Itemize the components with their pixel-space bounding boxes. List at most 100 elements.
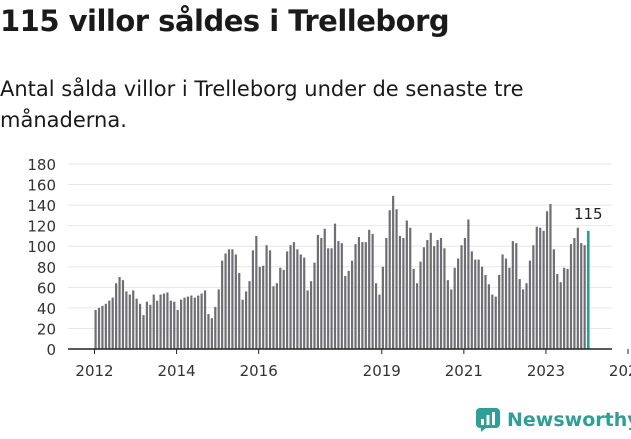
bar xyxy=(142,315,145,349)
bar xyxy=(282,269,285,349)
bar xyxy=(515,243,518,349)
bar xyxy=(566,268,569,349)
bar xyxy=(193,297,196,349)
bars xyxy=(94,195,590,349)
y-tick-label: 0 xyxy=(46,341,56,359)
bar xyxy=(94,309,97,349)
bar xyxy=(429,232,432,349)
bar xyxy=(498,275,501,349)
bar xyxy=(330,248,333,349)
bar xyxy=(231,249,234,349)
bar xyxy=(457,258,460,349)
bar xyxy=(378,294,381,349)
bar xyxy=(450,289,453,349)
bar xyxy=(371,233,374,349)
bar xyxy=(368,229,371,349)
bar xyxy=(422,247,426,349)
bar xyxy=(501,254,504,349)
bar xyxy=(539,227,542,349)
bar xyxy=(374,283,378,349)
bar xyxy=(101,305,104,349)
bar xyxy=(344,276,347,349)
bar xyxy=(463,238,467,349)
bar xyxy=(576,227,579,349)
bar xyxy=(409,227,412,349)
bar xyxy=(361,242,364,349)
bar xyxy=(354,244,357,349)
bar xyxy=(221,260,224,349)
bar xyxy=(210,318,213,349)
bar xyxy=(381,266,384,349)
y-tick-label: 60 xyxy=(37,279,56,297)
brand-logo: Newsworthy xyxy=(475,407,631,433)
annotations: 115 xyxy=(574,205,603,223)
bar xyxy=(511,241,514,349)
y-tick-label: 20 xyxy=(37,320,56,338)
bar xyxy=(559,282,562,349)
bar xyxy=(275,283,278,349)
bar xyxy=(436,240,439,349)
x-tick-label: 2016 xyxy=(240,362,278,380)
bar xyxy=(316,234,319,349)
bar xyxy=(159,294,162,349)
bar xyxy=(532,245,535,349)
bar xyxy=(207,314,210,349)
bar xyxy=(419,261,422,349)
bar xyxy=(392,195,395,349)
bar xyxy=(487,284,490,349)
bar xyxy=(351,260,354,349)
bar xyxy=(357,236,361,349)
bar xyxy=(446,280,449,349)
bar xyxy=(115,283,118,349)
bar xyxy=(118,277,121,349)
bar xyxy=(552,249,555,349)
y-tick-label: 180 xyxy=(27,156,56,174)
bar xyxy=(111,297,114,349)
bar xyxy=(186,296,190,349)
grid-lines xyxy=(68,163,612,329)
bar xyxy=(248,281,251,349)
bar xyxy=(395,209,398,349)
bar xyxy=(433,246,436,349)
bar xyxy=(484,275,487,349)
y-tick-label: 100 xyxy=(27,238,56,256)
brand-name: Newsworthy xyxy=(507,409,631,431)
bar xyxy=(162,293,166,349)
bar xyxy=(309,281,313,349)
bar xyxy=(563,267,566,349)
x-tick-label: 2014 xyxy=(157,362,195,380)
bar xyxy=(323,228,326,349)
bar-latest xyxy=(586,230,590,349)
bar xyxy=(265,245,268,349)
bar xyxy=(108,300,111,349)
bar xyxy=(549,204,552,349)
bar xyxy=(203,290,207,349)
bar xyxy=(190,295,193,349)
bar xyxy=(545,211,549,349)
bar xyxy=(244,291,248,349)
bar xyxy=(268,250,272,349)
bar xyxy=(525,283,528,349)
bar xyxy=(296,249,299,349)
page-title: 115 villor såldes i Trelleborg xyxy=(0,4,450,38)
bar xyxy=(347,270,350,349)
bar xyxy=(412,268,415,349)
bar xyxy=(477,259,480,349)
bar xyxy=(224,253,227,349)
bar xyxy=(227,249,231,349)
bar xyxy=(528,260,532,349)
bar xyxy=(169,300,172,349)
page-subtitle: Antal sålda villor i Trelleborg under de… xyxy=(0,77,524,132)
y-tick-label: 140 xyxy=(27,197,56,215)
bar xyxy=(303,257,306,349)
bar xyxy=(279,267,282,349)
y-tick-label: 40 xyxy=(37,300,56,318)
bar xyxy=(494,296,497,349)
bar xyxy=(327,248,330,349)
bar xyxy=(200,293,203,349)
bar xyxy=(320,238,323,349)
bar xyxy=(306,290,309,349)
bar xyxy=(217,289,220,349)
bar xyxy=(580,243,583,349)
